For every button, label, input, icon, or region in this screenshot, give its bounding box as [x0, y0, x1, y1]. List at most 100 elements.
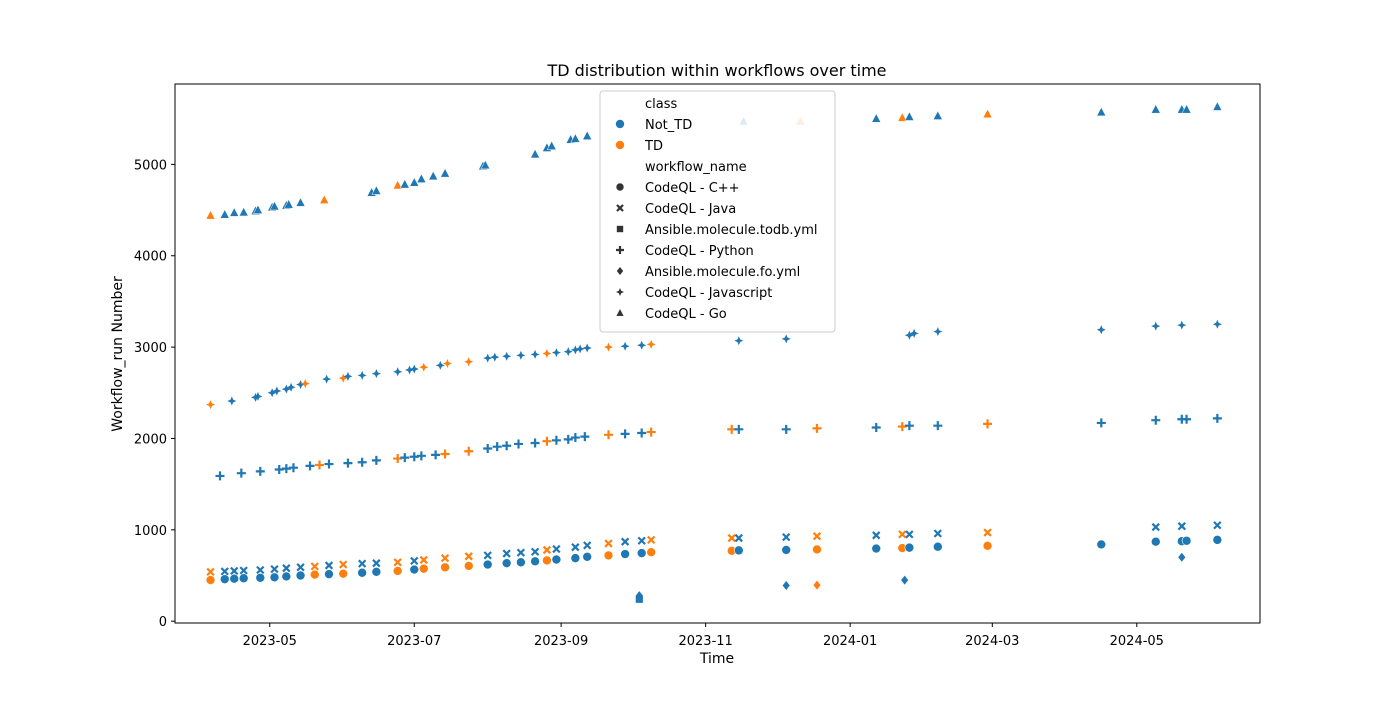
data-point	[635, 595, 643, 603]
data-point	[516, 557, 526, 568]
data-point	[1178, 552, 1186, 562]
data-point	[546, 140, 557, 150]
data-point	[933, 541, 943, 552]
legend-entry: CodeQL - Go	[645, 307, 727, 322]
data-point	[637, 536, 646, 545]
data-point	[238, 573, 249, 584]
data-point	[570, 553, 581, 563]
data-point	[357, 559, 367, 568]
data-point	[400, 453, 410, 463]
data-point	[812, 532, 822, 541]
data-point	[909, 328, 919, 338]
data-point	[734, 533, 743, 543]
data-point	[637, 340, 647, 350]
data-point	[1177, 320, 1187, 330]
data-point	[580, 432, 590, 442]
data-point	[339, 560, 348, 569]
data-point	[582, 130, 593, 140]
data-point	[516, 350, 526, 360]
data-point	[205, 210, 216, 220]
data-point	[399, 179, 410, 189]
data-point	[542, 555, 552, 566]
data-point	[871, 113, 882, 123]
data-point	[502, 549, 511, 558]
data-point	[230, 566, 239, 576]
data-point	[637, 428, 647, 438]
data-point	[464, 446, 474, 456]
legend-marker	[615, 182, 625, 192]
data-point	[1212, 101, 1223, 111]
data-point	[933, 327, 943, 337]
data-point	[419, 362, 429, 372]
legend-marker	[616, 246, 624, 254]
legend-marker	[616, 267, 624, 275]
data-point	[371, 567, 382, 577]
data-point	[620, 429, 630, 439]
x-tick-label: 2023-05	[243, 634, 297, 649]
y-tick-label: 5000	[134, 158, 167, 173]
data-point	[315, 460, 325, 470]
data-point	[357, 370, 367, 380]
data-point	[1151, 415, 1161, 425]
data-point	[288, 463, 298, 473]
data-point	[236, 468, 246, 478]
data-point	[239, 566, 248, 575]
data-point	[440, 168, 450, 178]
data-point	[604, 342, 614, 352]
data-point	[440, 562, 450, 573]
data-point	[392, 566, 403, 576]
data-point	[620, 549, 630, 559]
data-point	[933, 421, 943, 431]
data-point	[582, 343, 592, 353]
legend-marker	[615, 140, 625, 150]
y-axis-label: Workflow_run Number	[110, 276, 126, 432]
data-point	[502, 351, 512, 361]
data-point	[1181, 104, 1192, 114]
data-point	[272, 386, 282, 396]
data-point	[563, 347, 573, 357]
data-point	[812, 544, 822, 555]
x-tick-label: 2024-01	[823, 634, 877, 649]
data-point	[1096, 106, 1107, 117]
data-point	[416, 451, 426, 461]
legend-marker	[616, 204, 624, 212]
x-axis-label: Time	[699, 651, 734, 667]
data-point	[357, 567, 367, 578]
data-point	[1096, 418, 1106, 428]
data-point	[1212, 319, 1222, 329]
data-point	[516, 548, 526, 557]
data-point	[371, 185, 382, 195]
data-point	[215, 471, 225, 481]
data-point	[904, 330, 914, 340]
data-point	[405, 365, 415, 375]
data-point	[570, 345, 580, 355]
data-point	[256, 565, 265, 575]
data-point	[220, 567, 229, 576]
data-point	[338, 373, 348, 383]
data-point	[871, 422, 881, 432]
data-point	[229, 207, 240, 217]
data-point	[620, 341, 630, 351]
data-point	[530, 438, 540, 448]
data-point	[551, 348, 561, 358]
data-point	[229, 573, 240, 584]
data-point	[932, 110, 943, 120]
data-point	[480, 159, 491, 170]
data-point	[646, 547, 656, 557]
x-tick-label: 2023-11	[678, 634, 732, 649]
data-point	[604, 430, 614, 440]
y-tick-label: 0	[159, 615, 167, 630]
data-point	[872, 531, 881, 540]
data-point	[219, 209, 230, 219]
data-point	[1181, 535, 1192, 546]
data-point	[267, 388, 277, 398]
data-point	[563, 434, 573, 444]
data-point	[251, 392, 261, 402]
data-point	[281, 571, 292, 582]
data-point	[343, 371, 353, 381]
legend-entry: CodeQL - Java	[645, 202, 736, 217]
legend-style-title: workflow_name	[645, 160, 747, 175]
data-point	[206, 400, 216, 410]
data-point	[530, 547, 540, 556]
data-point	[571, 543, 580, 552]
